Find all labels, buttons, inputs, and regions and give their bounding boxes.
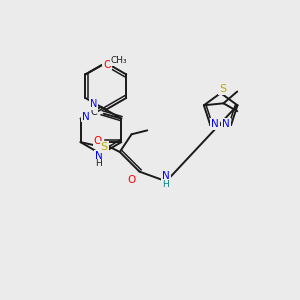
Text: C: C	[91, 107, 97, 117]
Text: O: O	[128, 176, 136, 185]
Text: O: O	[94, 136, 102, 146]
Text: H: H	[96, 159, 102, 168]
Text: O: O	[103, 60, 111, 70]
Text: N: N	[82, 112, 89, 122]
Text: CH₃: CH₃	[110, 56, 127, 65]
Text: N: N	[95, 151, 103, 161]
Text: H: H	[163, 180, 169, 189]
Text: N: N	[90, 99, 98, 109]
Text: S: S	[219, 84, 226, 94]
Text: N: N	[222, 119, 230, 129]
Text: S: S	[100, 142, 108, 152]
Text: N: N	[162, 172, 170, 182]
Text: N: N	[211, 119, 219, 129]
